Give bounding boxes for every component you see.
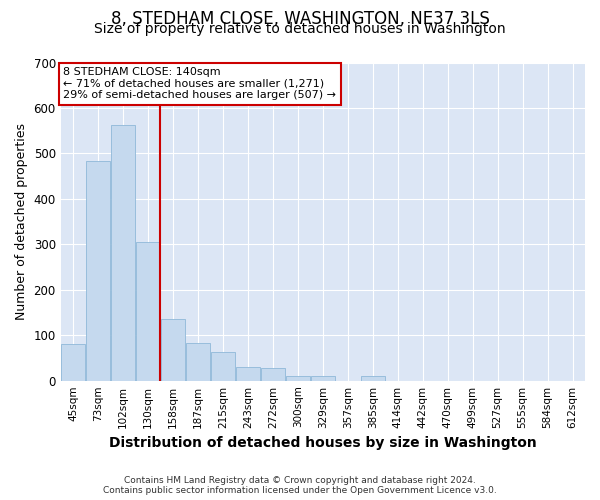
Bar [161,320,185,380]
Bar [361,376,385,380]
Bar [236,366,260,380]
Y-axis label: Number of detached properties: Number of detached properties [15,123,28,320]
Text: Size of property relative to detached houses in Washington: Size of property relative to detached ho… [94,22,506,36]
Bar [311,376,335,380]
Text: Contains HM Land Registry data © Crown copyright and database right 2024.
Contai: Contains HM Land Registry data © Crown c… [103,476,497,495]
Bar [186,343,210,380]
Bar [286,376,310,380]
Text: 8, STEDHAM CLOSE, WASHINGTON, NE37 3LS: 8, STEDHAM CLOSE, WASHINGTON, NE37 3LS [110,10,490,28]
Bar [61,344,85,380]
Bar [86,160,110,380]
X-axis label: Distribution of detached houses by size in Washington: Distribution of detached houses by size … [109,436,537,450]
Bar [261,368,285,380]
Bar [111,125,135,380]
Bar [211,352,235,380]
Text: 8 STEDHAM CLOSE: 140sqm
← 71% of detached houses are smaller (1,271)
29% of semi: 8 STEDHAM CLOSE: 140sqm ← 71% of detache… [63,68,336,100]
Bar [136,242,160,380]
